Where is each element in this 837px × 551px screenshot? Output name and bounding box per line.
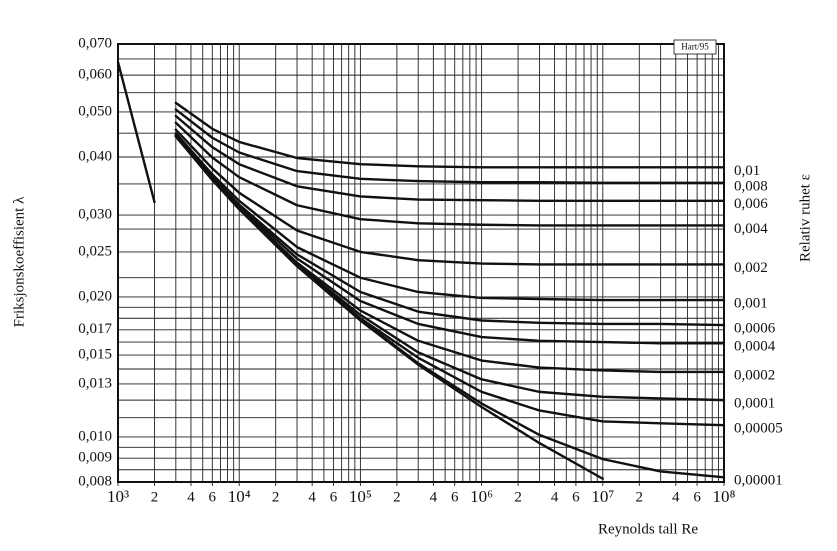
series-label: 0,0001: [734, 396, 775, 412]
x-tick-label: 2: [272, 489, 280, 505]
series-label: 0,0002: [734, 367, 775, 383]
series-label: 0,00001: [734, 473, 783, 489]
x-tick-label: 10⁵: [349, 487, 372, 506]
x-tick-label: 4: [551, 489, 559, 505]
x-tick-label: 6: [330, 489, 338, 505]
series-label: 0,006: [734, 196, 768, 212]
x-tick-label: 10³: [107, 487, 129, 506]
y-tick-label: 0,030: [78, 207, 112, 223]
curve: [174, 133, 726, 327]
y-tick-label: 0,060: [78, 67, 112, 83]
curve: [174, 134, 726, 402]
curve: [174, 132, 726, 302]
x-tick-label: 10⁴: [228, 487, 251, 506]
y-tick-label: 0,009: [78, 450, 112, 466]
curve: [174, 128, 726, 266]
x-tick-label: 10⁷: [591, 487, 614, 506]
series-label: 0,00005: [734, 421, 783, 437]
y-tick-label: 0,008: [78, 473, 112, 489]
x-tick-label: 2: [636, 489, 644, 505]
x-tick-label: 6: [209, 489, 217, 505]
x-tick-label: 6: [572, 489, 580, 505]
x-tick-label: 6: [451, 489, 459, 505]
x-tick-label: 2: [393, 489, 401, 505]
curve: [174, 135, 726, 427]
x-tick-label: 10⁸: [713, 487, 736, 506]
plot-frame: [117, 43, 725, 483]
series-label: 0,008: [734, 178, 768, 194]
series-label: 0,004: [734, 221, 768, 237]
x-tick-label: 2: [151, 489, 159, 505]
y-axis-title: Friksjonskoeffisient λ: [11, 196, 27, 327]
curve: [174, 121, 726, 227]
x-tick-label: 4: [672, 489, 680, 505]
annotation-box: [673, 39, 717, 55]
y-tick-label: 0,025: [78, 243, 112, 259]
series-label: 0,0004: [734, 339, 776, 355]
y-tick-label: 0,013: [78, 375, 112, 391]
y-tick-label: 0,050: [78, 103, 112, 119]
curve: [174, 101, 726, 169]
x-tick-label: 4: [308, 489, 316, 505]
series-label: 0,01: [734, 163, 760, 179]
annotation: Hart/95: [681, 42, 709, 52]
y-tick-label: 0,070: [78, 35, 112, 51]
series-label: 0,001: [734, 295, 768, 311]
y-tick-label: 0,020: [78, 288, 112, 304]
series-label: 0,0006: [734, 321, 776, 337]
series-label: 0,002: [734, 260, 768, 276]
x-tick-label: 10⁶: [470, 487, 493, 506]
curve: [174, 108, 726, 185]
y-tick-label: 0,015: [78, 347, 112, 363]
x-tick-label: 4: [187, 489, 195, 505]
curve: [116, 60, 156, 204]
y-tick-label: 0,017: [78, 321, 112, 337]
x-axis-title: Reynolds tall Re: [598, 521, 698, 537]
x-tick-label: 2: [514, 489, 522, 505]
curve: [174, 135, 604, 480]
y-tick-label: 0,040: [78, 148, 112, 164]
y2-axis-title: Relativ ruhet ε: [797, 174, 813, 262]
x-tick-label: 4: [430, 489, 438, 505]
y-tick-label: 0,010: [78, 428, 112, 444]
curve: [174, 114, 726, 203]
x-tick-label: 6: [693, 489, 701, 505]
